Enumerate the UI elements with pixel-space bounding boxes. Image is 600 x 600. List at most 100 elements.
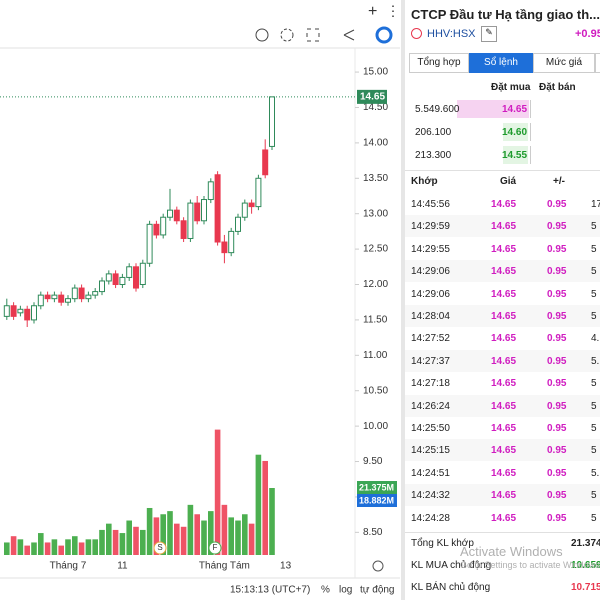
divider <box>405 532 600 533</box>
volume-bar <box>269 488 275 555</box>
y-tick-label: 12.00 <box>363 279 388 290</box>
trade-price: 14.65 <box>491 467 517 479</box>
y-tick-label: 14.00 <box>363 138 388 149</box>
trade-time: 14:29:55 <box>411 243 450 255</box>
trade-change: 0.95 <box>547 355 567 367</box>
trade-change: 0.95 <box>547 221 567 233</box>
volume-bar <box>153 517 160 555</box>
trade-volume: 4. <box>591 333 600 345</box>
trade-time: 14:29:59 <box>411 221 450 233</box>
tab[interactable]: Mức giá <box>533 53 595 73</box>
trade-time: 14:27:18 <box>411 378 450 390</box>
volume-bar <box>112 529 119 555</box>
trade-volume: 5 <box>591 400 597 412</box>
trade-price: 14.65 <box>491 243 517 255</box>
volume-bar <box>58 545 64 555</box>
volume-bar <box>10 536 17 555</box>
icon-share[interactable] <box>343 29 355 41</box>
auto-button[interactable]: tự động <box>360 585 395 596</box>
candle-body <box>58 294 65 303</box>
trade-price: 14.65 <box>491 400 517 412</box>
tab[interactable]: T <box>595 53 600 73</box>
edit-button[interactable]: ✎ <box>481 26 497 42</box>
candle-body <box>71 287 78 300</box>
trade-price: 14.65 <box>491 445 517 457</box>
icon-settings[interactable] <box>280 28 294 42</box>
candle-body <box>207 181 214 201</box>
trade-time: 14:24:51 <box>411 467 450 479</box>
ticker: HHV:HSX <box>427 28 476 40</box>
volume-bar <box>92 539 98 555</box>
y-tick-label: 8.50 <box>363 527 383 538</box>
candle-body <box>269 96 275 147</box>
book-sep <box>530 146 531 164</box>
trade-time: 14:29:06 <box>411 266 450 278</box>
icon-fullscreen[interactable] <box>306 28 320 42</box>
trade-volume: 5 <box>591 445 597 457</box>
icon-alarm[interactable] <box>411 28 422 39</box>
volume-bar <box>133 526 139 555</box>
volume-bar <box>208 511 214 555</box>
trade-time: 14:28:04 <box>411 311 450 322</box>
x-tick-label: 11 <box>117 561 128 572</box>
trade-price: 14.65 <box>491 490 517 502</box>
candle-body <box>235 216 241 232</box>
log-button[interactable]: log <box>339 585 352 596</box>
icon-alert[interactable] <box>255 28 269 42</box>
watermark-title: Activate Windows <box>460 544 563 559</box>
book-header: Đặt mua <box>491 82 531 93</box>
candle-body <box>3 305 10 317</box>
volume-bar <box>262 460 268 555</box>
ma-box <box>357 494 397 507</box>
trade-volume: 17. <box>591 199 600 210</box>
trade-change: 0.95 <box>547 243 567 255</box>
plot: 8.509.009.5010.0010.5011.0011.5012.0012.… <box>0 67 397 572</box>
time-label: 15:13:13 (UTC+7) <box>230 585 310 596</box>
order-panel: CTCP Đầu tư Hạ tầng giao th... HHV:HSX ✎… <box>401 0 600 600</box>
y-tick-label: 12.50 <box>363 244 388 255</box>
trade-change: 0.95 <box>547 266 567 278</box>
icon-gear[interactable] <box>372 560 384 572</box>
percent-button[interactable]: % <box>321 585 330 596</box>
menu-button[interactable]: ⋮ <box>386 3 400 19</box>
x-tick-label: Tháng 7 <box>50 561 87 572</box>
trade-price: 14.65 <box>491 288 517 300</box>
trade-time: 14:45:56 <box>411 199 450 210</box>
book-volume: 5.549.600 <box>415 104 460 115</box>
x-tick-label: Tháng Tám <box>199 561 250 572</box>
trade-volume: 5 <box>591 490 597 502</box>
tab[interactable]: Tổng hợp <box>409 53 469 73</box>
x-tick-label: 13 <box>280 561 292 572</box>
row-bg <box>405 349 600 372</box>
volume-bar <box>194 514 200 555</box>
volume-bar <box>44 542 51 555</box>
trade-volume: 5. <box>591 467 600 479</box>
last-price-box <box>357 89 387 104</box>
book-volume: 213.300 <box>415 150 452 161</box>
volume-bar <box>31 542 37 555</box>
candle-body <box>173 209 180 222</box>
tab[interactable]: Sổ lệnh <box>469 53 533 73</box>
volume-bar <box>106 523 112 555</box>
volume-bar <box>78 542 85 555</box>
total-label: KL MUA chủ động <box>411 560 492 571</box>
total-label: KL BÁN chủ động <box>411 582 491 593</box>
trade-change: 0.95 <box>547 400 567 412</box>
event-marker: S <box>153 541 167 555</box>
trade-price: 14.65 <box>491 512 517 524</box>
candle-body <box>112 273 119 286</box>
book-price: 14.60 <box>502 127 528 138</box>
trade-header: Giá <box>500 176 517 187</box>
total-label: Tổng KL khớp <box>411 538 474 549</box>
candle-body <box>24 308 31 321</box>
add-button[interactable]: + <box>368 3 377 20</box>
row-bg <box>405 305 600 327</box>
trade-price: 14.65 <box>491 221 517 233</box>
volume-bar <box>248 523 255 555</box>
trade-change: 0.95 <box>547 490 567 502</box>
volume-bar <box>180 526 187 555</box>
trade-change: 0.95 <box>547 199 567 210</box>
book-header: Đặt bán <box>539 82 576 93</box>
book-volume: 206.100 <box>415 127 452 138</box>
trade-change: 0.95 <box>547 512 567 524</box>
